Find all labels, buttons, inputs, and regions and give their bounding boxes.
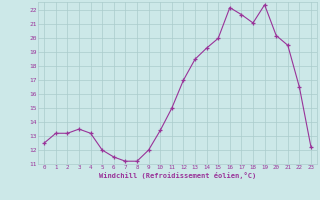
X-axis label: Windchill (Refroidissement éolien,°C): Windchill (Refroidissement éolien,°C) xyxy=(99,172,256,179)
